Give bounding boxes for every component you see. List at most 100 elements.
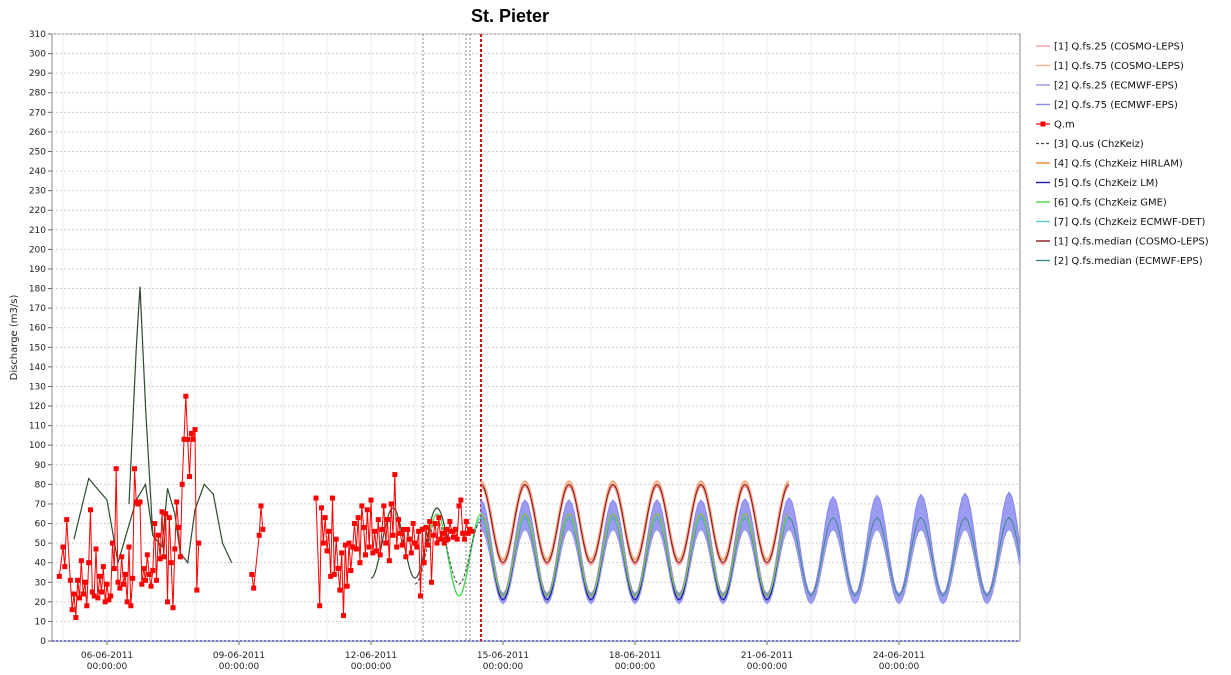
y-tick-label: 300 — [29, 50, 46, 60]
q-m-marker — [403, 554, 409, 560]
legend-item: [7] Q.fs (ChzKeiz ECMWF-DET) — [1036, 217, 1205, 228]
q-m-marker — [337, 587, 343, 593]
q-m-marker — [326, 528, 332, 534]
q-m-marker — [339, 550, 345, 556]
series-q-m — [56, 393, 475, 621]
q-m-marker — [374, 548, 379, 554]
q-m-marker — [108, 593, 114, 599]
series-deterministic — [427, 513, 790, 601]
q-m-marker — [196, 540, 202, 546]
q-m-marker — [412, 540, 418, 546]
x-tick-label-date: 24-06-2011 — [873, 651, 925, 661]
y-tick-label: 180 — [29, 285, 46, 295]
legend-label: [1] Q.fs.median (COSMO-LEPS) — [1054, 237, 1209, 248]
q-m-marker — [185, 436, 191, 442]
q-m-marker — [179, 481, 185, 487]
y-tick-label: 30 — [35, 578, 47, 588]
q-m-marker — [139, 581, 145, 587]
q-m-marker — [128, 603, 134, 609]
plot-area — [51, 33, 1021, 642]
q-m-marker — [434, 540, 440, 546]
chart-title: St. Pieter — [470, 6, 550, 26]
q-m-marker — [364, 507, 370, 513]
q-m-marker — [322, 515, 328, 521]
q-m-marker — [383, 540, 389, 546]
y-tick-label: 120 — [29, 402, 46, 412]
q-m-marker — [317, 603, 323, 609]
y-tick-label: 170 — [29, 304, 46, 314]
q-m-marker — [161, 554, 167, 560]
q-m-marker — [401, 526, 407, 532]
legend-item: [5] Q.fs (ChzKeiz LM) — [1036, 178, 1158, 189]
q-m-marker — [172, 546, 178, 552]
q-m-marker — [126, 544, 132, 550]
x-tick-label-time: 00:00:00 — [351, 662, 392, 672]
legend-item: [1] Q.fs.median (COSMO-LEPS) — [1036, 237, 1209, 248]
x-tick-label-time: 00:00:00 — [483, 662, 524, 672]
q-m-marker — [313, 495, 319, 501]
series-ecmwf-eps-q75 — [480, 491, 1021, 595]
q-m-marker — [166, 515, 172, 521]
y-tick-label: 150 — [29, 343, 46, 353]
series-chzkeiz-hirlam — [480, 513, 790, 597]
x-tick-label-time: 00:00:00 — [747, 662, 788, 672]
q-m-marker — [397, 530, 403, 536]
q-m-marker — [124, 599, 130, 605]
y-tick-label: 90 — [35, 461, 47, 471]
q-m-marker — [390, 532, 396, 538]
q-m-marker — [165, 599, 170, 605]
y-tick-label: 80 — [35, 480, 47, 490]
y-tick-label: 200 — [29, 245, 46, 255]
legend-label: [5] Q.fs (ChzKeiz LM) — [1054, 178, 1158, 189]
q-m-marker — [71, 591, 77, 597]
q-m-marker — [177, 554, 183, 560]
x-tick-label-time: 00:00:00 — [219, 662, 260, 672]
q-m-marker — [137, 499, 143, 505]
q-m-marker — [159, 509, 165, 515]
q-m-marker — [353, 546, 359, 552]
q-m-marker — [75, 577, 81, 583]
q-m-marker — [91, 593, 97, 599]
x-tick-label-date: 06-06-2011 — [81, 651, 133, 661]
q-m-marker — [324, 548, 330, 554]
q-m-marker — [130, 575, 136, 581]
y-tick-label: 160 — [29, 324, 46, 334]
q-m-marker — [102, 599, 108, 605]
q-m-marker — [260, 526, 266, 532]
q-m-marker — [69, 607, 75, 613]
q-m-marker — [174, 499, 180, 505]
q-m-marker — [441, 540, 447, 546]
y-tick-label: 210 — [29, 226, 46, 236]
series-cosmo-leps-median — [480, 483, 790, 564]
q-m-marker — [132, 466, 137, 472]
q-m-marker — [104, 581, 110, 587]
q-m-marker — [67, 577, 73, 583]
q-m-marker — [333, 536, 339, 542]
x-tick-label-time: 00:00:00 — [87, 662, 128, 672]
q-m-marker — [359, 503, 365, 509]
q-m-marker — [121, 581, 126, 587]
y-tick-label: 130 — [29, 382, 46, 392]
q-m-marker — [82, 579, 88, 585]
q-m-marker — [95, 595, 101, 601]
q-m-marker — [405, 526, 411, 532]
q-m-marker — [64, 517, 70, 523]
q-m-marker — [438, 536, 444, 542]
q-m-marker — [163, 511, 169, 517]
x-tick-label-date: 12-06-2011 — [345, 651, 397, 661]
q-m-marker — [381, 503, 387, 509]
q-m-marker — [449, 528, 455, 534]
q-m-marker — [111, 566, 117, 572]
q-m-marker — [386, 558, 392, 564]
q-m-marker — [319, 505, 324, 511]
y-tick-label: 0 — [40, 637, 46, 647]
q-m-marker — [258, 503, 264, 509]
simulation-line — [370, 507, 449, 580]
q-m-marker — [106, 597, 112, 603]
q-m-marker — [99, 589, 104, 595]
legend-label: [2] Q.fs.25 (ECMWF-EPS) — [1054, 81, 1178, 92]
q-m-marker — [385, 517, 390, 523]
q-m-marker — [150, 568, 156, 574]
x-tick-label-time: 00:00:00 — [615, 662, 656, 672]
q-m-marker — [421, 560, 427, 566]
